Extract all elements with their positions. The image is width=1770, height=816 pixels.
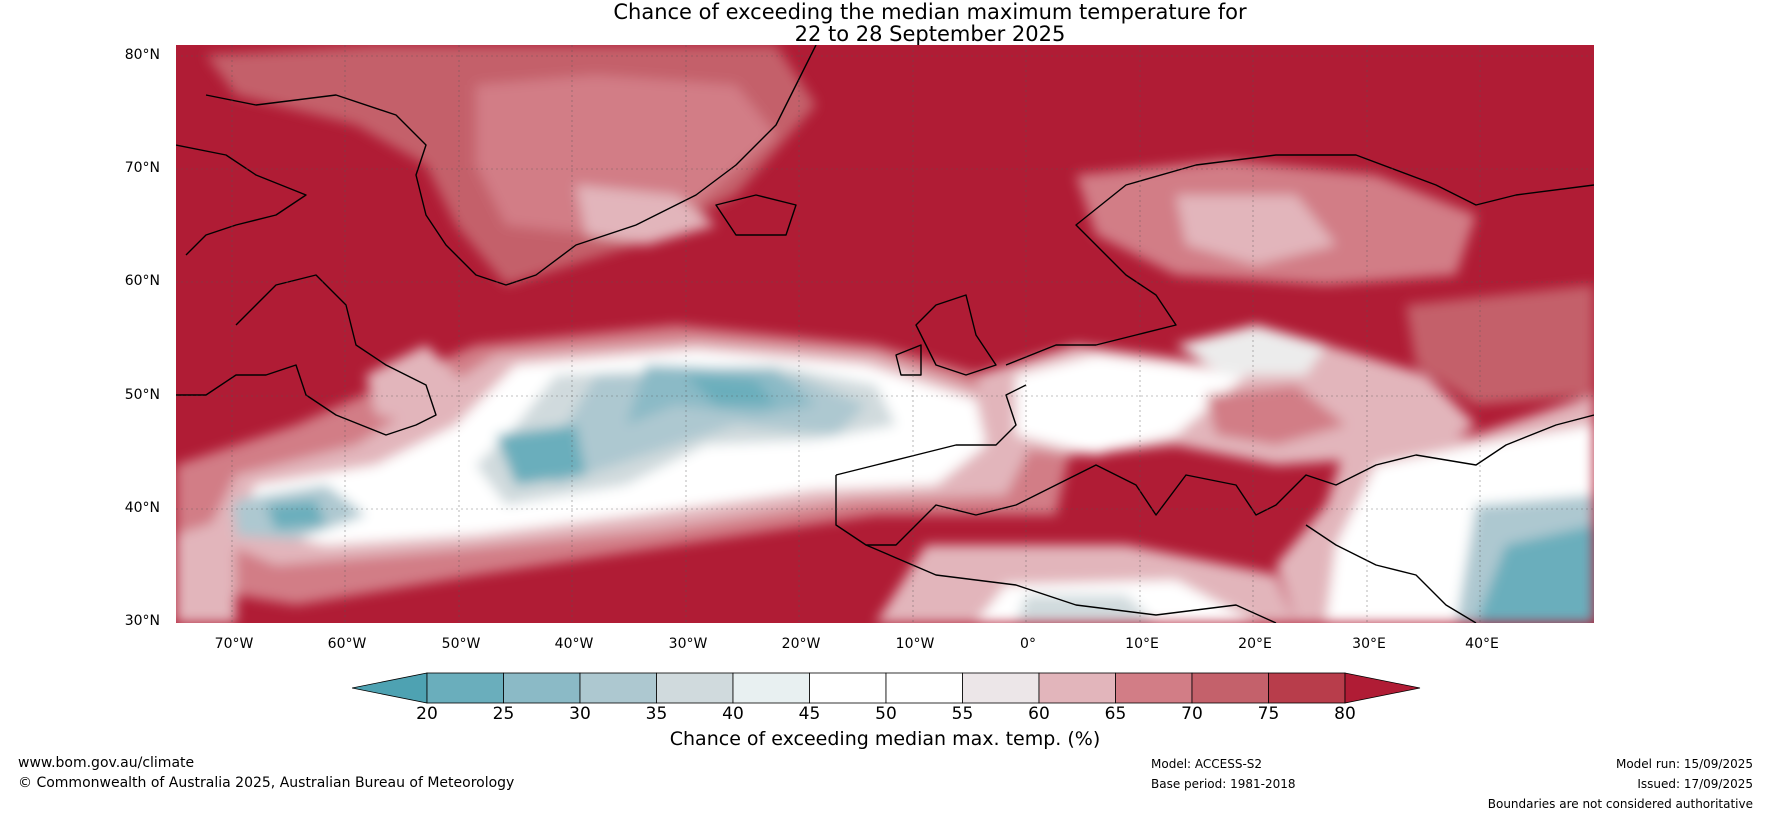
footer-website: www.bom.gov.au/climate: [18, 755, 195, 771]
probability-shading: [176, 45, 1594, 623]
colorbar-extend-high: [1344, 672, 1421, 704]
colorbar-cell: [426, 672, 504, 704]
colorbar-tick-label: 35: [645, 704, 668, 724]
colorbar-tick-label: 80: [1334, 704, 1356, 724]
footer-disclaimer: Boundaries are not considered authoritat…: [1487, 797, 1753, 811]
lon-label-30e: 30°E: [1352, 636, 1386, 652]
lat-label-70n: 70°N: [124, 160, 160, 176]
lat-label-50n: 50°N: [124, 387, 160, 403]
probability-map: [176, 45, 1594, 623]
colorbar-cell: [1038, 672, 1116, 704]
graticule: [176, 45, 1594, 623]
colorbar-tick-label: 55: [951, 704, 974, 724]
colorbar: [352, 672, 1421, 704]
lon-label-20e: 20°E: [1238, 636, 1272, 652]
lon-label-0: 0°: [1020, 636, 1036, 652]
coastlines: [176, 45, 1594, 623]
lon-label-40w: 40°W: [554, 636, 594, 652]
colorbar-cell: [503, 672, 581, 704]
colorbar-cell: [579, 672, 657, 704]
map-title-line2: 22 to 28 September 2025: [794, 22, 1066, 46]
map-title-line1: Chance of exceeding the median maximum t…: [613, 0, 1247, 24]
colorbar-tick-label: 65: [1104, 704, 1127, 724]
colorbar-tick-label: 70: [1181, 704, 1203, 724]
footer-model: Model: ACCESS-S2: [1151, 757, 1263, 771]
lon-label-10e: 10°E: [1125, 636, 1159, 652]
colorbar-tick-label: 60: [1028, 704, 1050, 724]
colorbar-tick-label: 50: [875, 704, 897, 724]
colorbar-cell: [732, 672, 810, 704]
colorbar-tick-label: 30: [569, 704, 591, 724]
colorbar-cell: [962, 672, 1040, 704]
colorbar-cell: [809, 672, 887, 704]
lon-label-70w: 70°W: [214, 636, 254, 652]
lat-label-60n: 60°N: [124, 273, 160, 289]
colorbar-cell: [1115, 672, 1193, 704]
lon-label-10w: 10°W: [895, 636, 935, 652]
colorbar-tick-label: 40: [722, 704, 744, 724]
colorbar-cell: [1268, 672, 1346, 704]
colorbar-cell: [885, 672, 963, 704]
lon-label-60w: 60°W: [327, 636, 367, 652]
lat-label-40n: 40°N: [124, 500, 160, 516]
colorbar-tick-label: 45: [798, 704, 821, 724]
colorbar-extend-low: [352, 672, 428, 704]
colorbar-label: Chance of exceeding median max. temp. (%…: [669, 728, 1101, 750]
colorbar-tick-label: 20: [416, 704, 438, 724]
lon-label-30w: 30°W: [668, 636, 708, 652]
colorbar-cell: [656, 672, 734, 704]
footer-model-run: Model run: 15/09/2025: [1615, 757, 1753, 771]
colorbar-cell: [1191, 672, 1269, 704]
colorbar-tick-label: 25: [492, 704, 515, 724]
lon-label-50w: 50°W: [441, 636, 481, 652]
lat-label-30n: 30°N: [124, 613, 160, 629]
lon-label-40e: 40°E: [1465, 636, 1499, 652]
colorbar-tick-label: 75: [1257, 704, 1280, 724]
lat-label-80n: 80°N: [124, 47, 160, 63]
footer-base-period: Base period: 1981-2018: [1151, 777, 1296, 791]
footer-copyright: © Commonwealth of Australia 2025, Austra…: [18, 775, 515, 791]
footer-issued: Issued: 17/09/2025: [1637, 777, 1753, 791]
lon-label-20w: 20°W: [781, 636, 821, 652]
